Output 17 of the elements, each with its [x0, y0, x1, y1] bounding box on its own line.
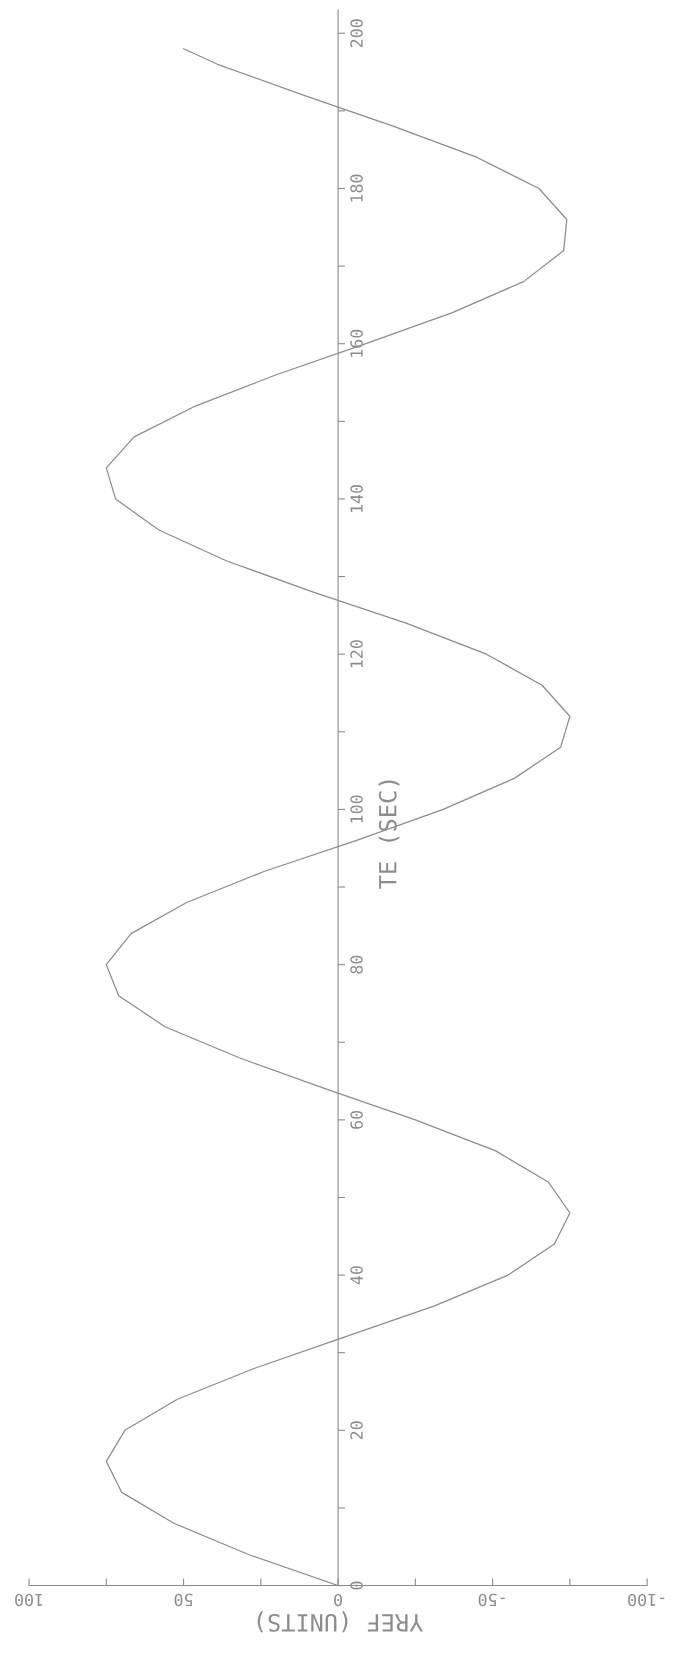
x-tick-label: 100 [15, 1593, 43, 1607]
y-tick-label: 100 [350, 795, 363, 823]
y-tick-label: 180 [350, 174, 363, 202]
x-tick-label: 50 [174, 1593, 193, 1607]
y-tick-label: 200 [350, 19, 363, 48]
y-tick-label: 20 [350, 1421, 363, 1440]
x-axis-title: YREF (UNITS) [257, 1611, 423, 1633]
y-axis-title: TE (SEC) [378, 780, 400, 889]
x-tick-label: -50 [478, 1593, 505, 1607]
y-tick-label: 120 [350, 640, 363, 668]
y-tick-label: 60 [350, 1110, 363, 1129]
y-tick-label: 40 [350, 1266, 363, 1285]
y-tick-label: 160 [350, 329, 363, 357]
x-tick-label: 0 [334, 1593, 343, 1607]
x-tick-label: -100 [628, 1593, 665, 1607]
y-tick-label: 140 [350, 484, 363, 512]
y-tick-label: 80 [350, 955, 363, 974]
